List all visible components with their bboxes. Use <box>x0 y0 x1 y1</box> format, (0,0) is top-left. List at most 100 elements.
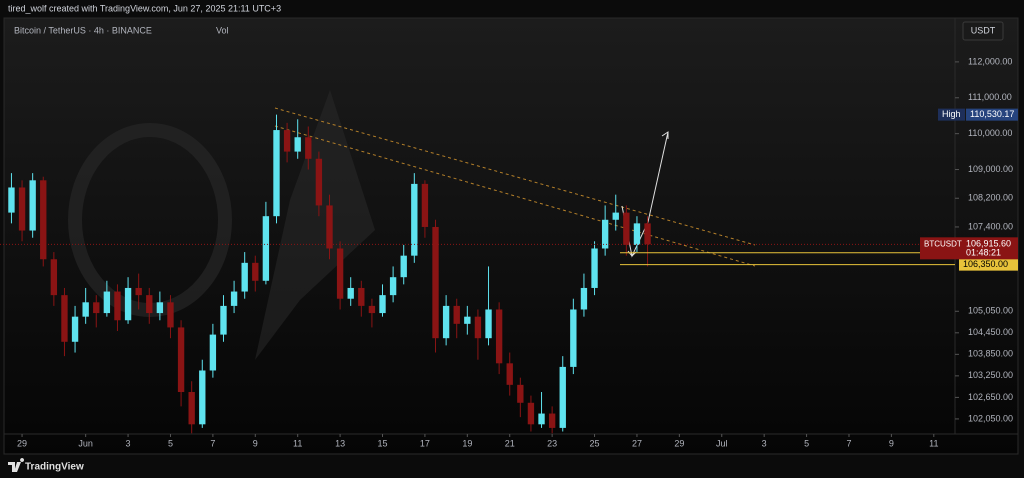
candle-body <box>283 130 291 152</box>
volume-label: Vol <box>216 25 229 35</box>
candle-body <box>40 180 47 260</box>
candle-body <box>633 223 641 245</box>
y-tick-label: 108,200.00 <box>968 193 1013 203</box>
x-tick-label: 7 <box>210 438 215 448</box>
candle-body <box>315 158 323 206</box>
candle-body <box>421 183 429 227</box>
candle-body <box>135 287 142 296</box>
candle-body <box>506 363 513 385</box>
last-price-label: 106,915.60 <box>966 239 1011 249</box>
x-tick-label: 19 <box>462 438 472 448</box>
candle-body <box>146 295 153 314</box>
candle-body <box>591 248 598 288</box>
candle-body <box>8 187 15 213</box>
candle-body <box>61 295 68 342</box>
x-tick-label: 5 <box>168 438 173 448</box>
candle-body <box>548 413 556 428</box>
candle-body <box>347 287 354 299</box>
x-tick-label: 7 <box>846 438 851 448</box>
high-tag-box <box>938 108 965 121</box>
candle-body <box>199 370 206 425</box>
y-tick-label: 104,450.00 <box>968 327 1013 337</box>
candle-body <box>209 334 217 371</box>
x-tick-label: 3 <box>126 438 131 448</box>
last-price-box <box>920 237 1018 260</box>
candle-body <box>230 291 238 306</box>
brand-logo <box>8 458 25 472</box>
chart-panel <box>3 17 1019 455</box>
candle-body <box>93 302 100 314</box>
x-tick-label: 23 <box>547 438 557 448</box>
candle-body <box>517 384 524 403</box>
high-value-box <box>966 108 1018 121</box>
candle-body <box>252 262 259 281</box>
candle-body <box>156 302 164 314</box>
candle-body <box>18 187 26 231</box>
candle-body <box>305 137 312 159</box>
candle-body <box>474 316 482 339</box>
x-tick-label: 5 <box>804 438 809 448</box>
x-tick-label: 29 <box>674 438 684 448</box>
x-tick-label: 3 <box>762 438 767 448</box>
high-value-label: 110,530.17 <box>970 109 1014 119</box>
x-tick-label: 29 <box>17 438 27 448</box>
candle-body <box>453 305 460 324</box>
candle-body <box>220 305 227 335</box>
y-tick-label: 103,850.00 <box>968 349 1013 359</box>
candle-body <box>432 226 439 339</box>
candle-body <box>389 277 397 296</box>
candle-body <box>411 183 418 256</box>
candle-body <box>50 259 58 296</box>
y-tick-label: 109,000.00 <box>968 164 1013 174</box>
symbol-title: Bitcoin / TetherUS · 4h · BINANCE <box>14 25 152 35</box>
candle-body <box>103 291 111 314</box>
x-tick-label: Jul <box>716 438 728 448</box>
candle-body <box>29 180 36 231</box>
candle-body <box>559 366 566 428</box>
candle-body <box>241 262 248 292</box>
header: tired_wolf created with TradingView.com,… <box>8 3 281 13</box>
x-tick-label: 9 <box>253 438 258 448</box>
currency-button[interactable] <box>962 21 1004 41</box>
y-tick-label: 103,250.00 <box>968 370 1013 380</box>
candle-body <box>294 137 301 152</box>
x-tick-label: 21 <box>505 438 515 448</box>
candle-body <box>82 302 89 317</box>
candle-body <box>379 295 386 314</box>
candle-body <box>262 216 270 281</box>
candle-body <box>71 316 79 342</box>
candle-body <box>188 392 195 425</box>
trendline <box>274 107 756 246</box>
candles <box>8 114 651 434</box>
arrow-head <box>661 131 669 139</box>
trendline <box>274 125 756 267</box>
candle-body <box>177 327 185 393</box>
level-label: 106,350.00 <box>963 259 1008 269</box>
x-tick-label: 9 <box>889 438 894 448</box>
watermark <box>255 90 375 360</box>
footer: TradingView <box>8 458 84 473</box>
x-tick-label: 11 <box>929 438 938 448</box>
candle-body <box>570 309 577 367</box>
countdown: 01:48:21 <box>966 248 1001 258</box>
x-tick-label: Jun <box>78 438 93 448</box>
candle-body <box>400 255 407 278</box>
x-tick-label: 15 <box>378 438 388 448</box>
candle-body <box>114 291 121 321</box>
candle-body <box>442 305 450 339</box>
x-tick-label: 13 <box>335 438 345 448</box>
y-tick-label: 102,050.00 <box>968 413 1013 423</box>
y-tick-label: 102,650.00 <box>968 392 1013 402</box>
x-tick-label: 11 <box>293 438 302 448</box>
x-tick-label: 17 <box>420 438 430 448</box>
candle-body <box>273 130 280 217</box>
currency-label: USDT <box>971 25 996 35</box>
candle-body <box>612 212 619 220</box>
candle-body <box>124 287 132 321</box>
candle-body <box>485 309 492 339</box>
candle-body <box>358 287 365 306</box>
y-tick-label: 111,000.00 <box>968 92 1012 102</box>
y-tick-label: 105,050.00 <box>968 306 1013 316</box>
candle-body <box>623 212 630 245</box>
